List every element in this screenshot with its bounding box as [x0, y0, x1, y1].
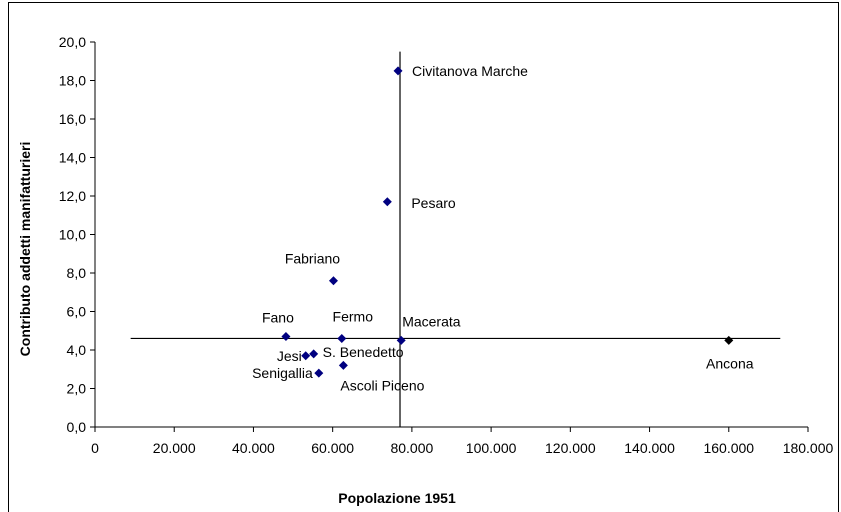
x-tick-label: 60.000 [311, 440, 354, 456]
x-tick-label: 120.000 [545, 440, 596, 456]
data-point [309, 349, 319, 359]
point-label: Senigallia [252, 365, 313, 381]
point-label: S. Benedetto [323, 344, 404, 360]
reference-lines [130, 51, 781, 427]
x-tick-label: 160.000 [703, 440, 754, 456]
data-point [314, 368, 324, 378]
data-point [328, 276, 338, 286]
x-tick-label: 100.000 [466, 440, 517, 456]
data-point [338, 360, 348, 370]
data-point [382, 197, 392, 207]
x-tick-label: 20.000 [153, 440, 196, 456]
point-label: Pesaro [411, 195, 456, 211]
y-axis-title: Contributo addetti manifatturieri [17, 142, 33, 357]
y-tick-label: 14,0 [59, 150, 86, 166]
data-point [724, 335, 734, 345]
y-tick-label: 12,0 [59, 188, 86, 204]
y-tick-label: 4,0 [67, 342, 87, 358]
x-axis-title: Popolazione 1951 [338, 490, 456, 506]
y-tick-label: 16,0 [59, 111, 86, 127]
point-label: Ancona [706, 355, 754, 371]
chart-frame [8, 2, 839, 512]
point-label: Civitanova Marche [412, 63, 528, 79]
point-label: Macerata [402, 313, 461, 329]
axes: 0,0 2,0 4,0 6,0 8,0 10,0 12,0 14,0 16,0 18,0 20,0 0… [59, 34, 834, 456]
x-tick-label: 180.000 [783, 440, 834, 456]
point-labels: Civitanova Marche Pesaro Fabriano Fano Fermo… [252, 63, 754, 394]
y-tick-label: 20,0 [59, 34, 86, 50]
point-label: Fano [262, 310, 294, 326]
x-tick-label: 140.000 [624, 440, 675, 456]
point-label: Fabriano [285, 251, 340, 267]
x-tick-label: 40.000 [232, 440, 275, 456]
y-tick-label: 6,0 [67, 304, 87, 320]
data-point [393, 66, 403, 76]
data-point [396, 335, 406, 345]
y-tick-label: 18,0 [59, 73, 86, 89]
point-label: Jesi [277, 348, 302, 364]
data-points [281, 66, 734, 378]
point-label: Fermo [333, 308, 374, 324]
y-tick-label: 2,0 [67, 381, 87, 397]
data-point [337, 333, 347, 343]
data-point [301, 351, 311, 361]
data-point [281, 332, 291, 342]
x-tick-label: 80.000 [390, 440, 433, 456]
y-tick-label: 10,0 [59, 227, 86, 243]
y-tick-label: 0,0 [67, 419, 87, 435]
x-tick-label: 0 [91, 440, 99, 456]
point-label: Ascoli Piceno [340, 377, 424, 393]
y-tick-label: 8,0 [67, 265, 87, 281]
